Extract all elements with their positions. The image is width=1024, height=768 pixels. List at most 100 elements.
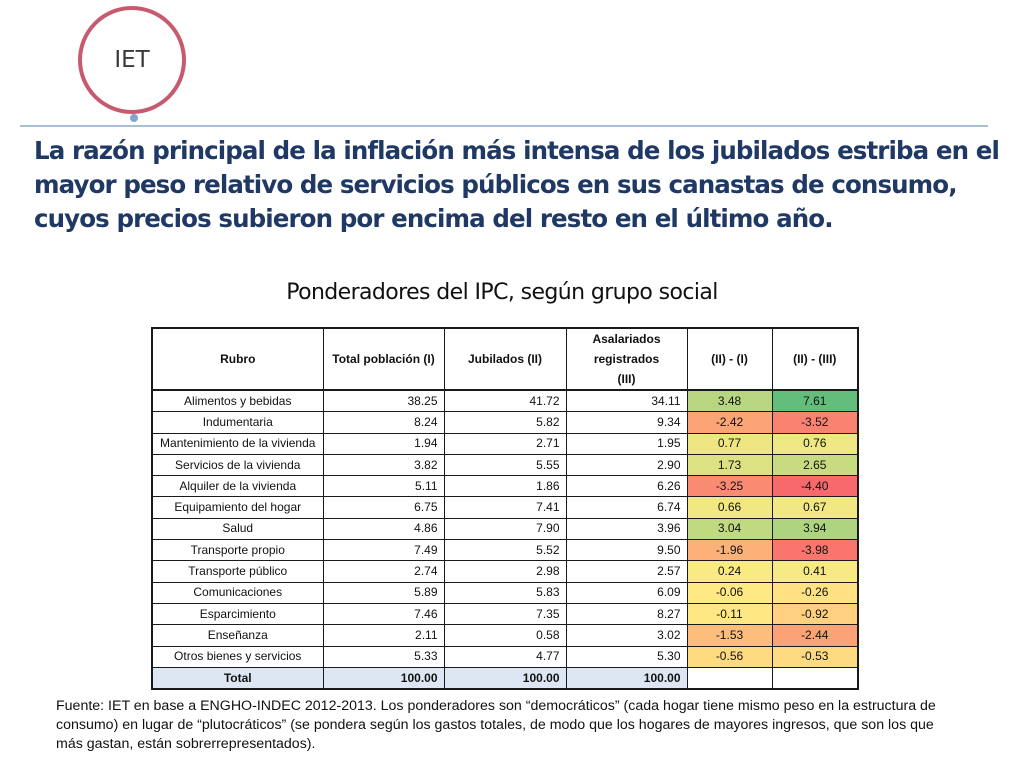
total-poblacion-cell: 3.82 [322, 453, 445, 477]
diff-ii-iii-cell: -2.44 [771, 624, 859, 647]
asalariados-cell: 34.11 [565, 389, 688, 413]
rubro-cell: Alimentos y bebidas [151, 389, 324, 413]
total-diff-ii-iii [771, 666, 859, 691]
total-poblacion-cell: 38.25 [322, 389, 445, 413]
table-row: Otros bienes y servicios 5.33 4.77 5.30 -0.5… [151, 645, 859, 668]
diff-ii-i-cell: 3.48 [686, 389, 773, 413]
diff-ii-i-cell: -2.42 [686, 411, 773, 434]
diff-ii-iii-cell: 7.61 [771, 389, 859, 413]
asalariados-cell: 2.57 [565, 560, 688, 583]
logo-text: IET [114, 47, 150, 73]
table-row: Alquiler de la vivienda 5.11 1.86 6.26 -3.25… [151, 475, 859, 498]
table-row: Equipamiento del hogar 6.75 7.41 6.74 0.66 0.… [151, 496, 859, 519]
total-poblacion-value: 100.00 [322, 666, 445, 691]
diff-ii-i-cell: -1.96 [686, 539, 773, 562]
jubilados-cell: 7.35 [443, 602, 567, 626]
ipc-weights-table: Rubro Total población (I) Jubilados (II)… [151, 327, 859, 691]
total-poblacion-cell: 6.75 [322, 496, 445, 519]
asalariados-cell: 3.96 [565, 517, 688, 541]
header-diff-ii-iii: (II) - (III) [771, 327, 859, 391]
header-total-poblacion: Total población (I) [322, 327, 445, 391]
asalariados-cell: 1.95 [565, 432, 688, 455]
total-poblacion-cell: 1.94 [322, 432, 445, 455]
jubilados-cell: 5.83 [443, 581, 567, 604]
rubro-cell: Alquiler de la vivienda [151, 475, 324, 498]
diff-ii-i-cell: -1.53 [686, 624, 773, 647]
table-row: Mantenimiento de la vivienda 1.94 2.71 1.95… [151, 432, 859, 455]
header-jubilados: Jubilados (II) [443, 327, 567, 391]
jubilados-cell: 41.72 [443, 389, 567, 413]
total-poblacion-cell: 7.46 [322, 602, 445, 626]
header-rubro: Rubro [151, 327, 324, 391]
table-row: Transporte propio 7.49 5.52 9.50 -1.96 -3.98 [151, 539, 859, 562]
asalariados-cell: 6.09 [565, 581, 688, 604]
diff-ii-i-cell: 1.73 [686, 453, 773, 477]
asalariados-cell: 8.27 [565, 602, 688, 626]
diff-ii-iii-cell: -0.92 [771, 602, 859, 626]
table-row: Servicios de la vivienda 3.82 5.55 2.90 1.73… [151, 453, 859, 477]
rubro-cell: Mantenimiento de la vivienda [151, 432, 324, 455]
logo-ring [78, 6, 186, 114]
diff-ii-iii-cell: -3.98 [771, 539, 859, 562]
total-jubilados-value: 100.00 [443, 666, 567, 691]
asalariados-cell: 5.30 [565, 645, 688, 668]
table-row: Salud 4.86 7.90 3.96 3.04 3.94 [151, 517, 859, 541]
table-row: Comunicaciones 5.89 5.83 6.09 -0.06 -0.26 [151, 581, 859, 604]
jubilados-cell: 2.98 [443, 560, 567, 583]
total-poblacion-cell: 7.49 [322, 539, 445, 562]
header-diff-ii-i: (II) - (I) [686, 327, 773, 391]
total-poblacion-cell: 8.24 [322, 411, 445, 434]
diff-ii-i-cell: -0.11 [686, 602, 773, 626]
table-row: Transporte público 2.74 2.98 2.57 0.24 0.41 [151, 560, 859, 583]
rubro-cell: Transporte propio [151, 539, 324, 562]
jubilados-cell: 2.71 [443, 432, 567, 455]
logo-dot [130, 114, 138, 122]
rubro-cell: Servicios de la vivienda [151, 453, 324, 477]
asalariados-cell: 2.90 [565, 453, 688, 477]
diff-ii-iii-cell: 0.41 [771, 560, 859, 583]
jubilados-cell: 0.58 [443, 624, 567, 647]
diff-ii-i-cell: -0.06 [686, 581, 773, 604]
diff-ii-i-cell: 0.24 [686, 560, 773, 583]
total-poblacion-cell: 5.89 [322, 581, 445, 604]
rubro-cell: Equipamiento del hogar [151, 496, 324, 519]
table-row: Alimentos y bebidas 38.25 41.72 34.11 3.48 7.… [151, 389, 859, 413]
diff-ii-iii-cell: -3.52 [771, 411, 859, 434]
asalariados-cell: 6.74 [565, 496, 688, 519]
table-row: Enseñanza 2.11 0.58 3.02 -1.53 -2.44 [151, 624, 859, 647]
table-header-row: Rubro Total población (I) Jubilados (II)… [151, 327, 859, 391]
total-asalariados-value: 100.00 [565, 666, 688, 691]
total-diff-ii-i [686, 666, 773, 691]
jubilados-cell: 1.86 [443, 475, 567, 498]
table-title: Ponderadores del IPC, según grupo social [286, 280, 718, 305]
diff-ii-iii-cell: 2.65 [771, 453, 859, 477]
rubro-cell: Indumentaria [151, 411, 324, 434]
rubro-cell: Salud [151, 517, 324, 541]
diff-ii-i-cell: 0.77 [686, 432, 773, 455]
diff-ii-iii-cell: 0.76 [771, 432, 859, 455]
jubilados-cell: 5.55 [443, 453, 567, 477]
diff-ii-iii-cell: -0.53 [771, 645, 859, 668]
jubilados-cell: 5.82 [443, 411, 567, 434]
header-divider [20, 125, 988, 127]
table-row: Indumentaria 8.24 5.82 9.34 -2.42 -3.52 [151, 411, 859, 434]
diff-ii-iii-cell: 3.94 [771, 517, 859, 541]
total-label: Total [151, 666, 324, 691]
diff-ii-iii-cell: -4.40 [771, 475, 859, 498]
diff-ii-i-cell: 0.66 [686, 496, 773, 519]
table-total-row: Total 100.00 100.00 100.00 [151, 666, 859, 691]
asalariados-cell: 6.26 [565, 475, 688, 498]
total-poblacion-cell: 4.86 [322, 517, 445, 541]
total-poblacion-cell: 5.33 [322, 645, 445, 668]
total-poblacion-cell: 5.11 [322, 475, 445, 498]
source-note: Fuente: IET en base a ENGHO-INDEC 2012-2… [56, 698, 936, 752]
rubro-cell: Transporte público [151, 560, 324, 583]
rubro-cell: Enseñanza [151, 624, 324, 647]
total-poblacion-cell: 2.11 [322, 624, 445, 647]
diff-ii-i-cell: 3.04 [686, 517, 773, 541]
header-asalariados: Asalariados registrados (III) [565, 327, 688, 391]
rubro-cell: Otros bienes y servicios [151, 645, 324, 668]
rubro-cell: Comunicaciones [151, 581, 324, 604]
table-row: Esparcimiento 7.46 7.35 8.27 -0.11 -0.92 [151, 602, 859, 626]
asalariados-cell: 9.50 [565, 539, 688, 562]
